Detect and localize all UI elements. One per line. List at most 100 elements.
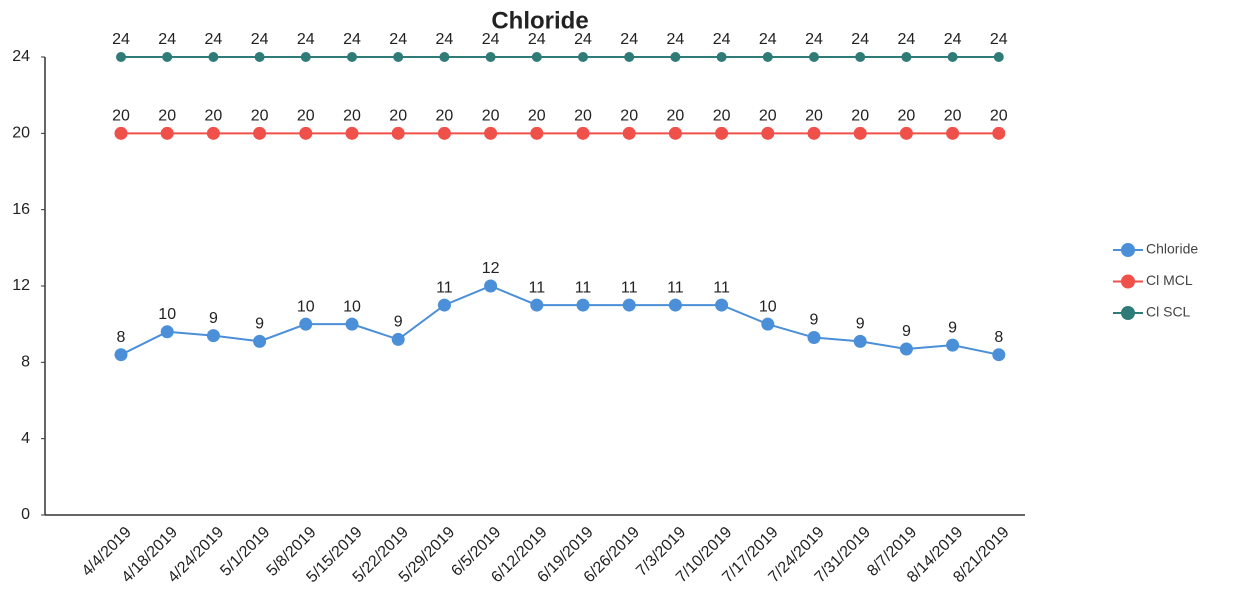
data-label: 9 — [394, 314, 403, 331]
legend-label: Cl SCL — [1146, 304, 1191, 320]
y-tick-label: 20 — [12, 125, 30, 142]
point — [206, 126, 220, 140]
point — [347, 52, 357, 62]
data-label: 24 — [251, 31, 269, 48]
data-label: 9 — [902, 323, 911, 340]
point — [160, 126, 174, 140]
data-label: 8 — [994, 329, 1003, 346]
legend-label: Chloride — [1146, 241, 1198, 257]
data-label: 24 — [620, 31, 638, 48]
data-label: 20 — [667, 108, 685, 125]
point — [116, 52, 126, 62]
point — [439, 52, 450, 62]
point — [391, 126, 405, 140]
data-label: 20 — [944, 108, 962, 125]
data-label: 24 — [158, 31, 176, 48]
point — [299, 126, 313, 140]
data-label: 24 — [898, 31, 916, 48]
y-tick-label: 0 — [21, 506, 30, 523]
point — [345, 317, 359, 331]
point — [576, 298, 590, 312]
point — [530, 126, 544, 140]
data-label: 10 — [343, 298, 361, 315]
x-tick-label: 5/1/2019 — [217, 524, 273, 580]
point — [716, 52, 727, 62]
data-label: 24 — [990, 31, 1008, 48]
data-label: 24 — [112, 31, 130, 48]
legend-marker — [1121, 274, 1135, 289]
point — [715, 126, 729, 140]
point — [484, 126, 498, 140]
point — [484, 279, 498, 293]
data-label: 20 — [528, 108, 546, 125]
data-label: 20 — [343, 108, 361, 125]
data-label: 20 — [898, 108, 916, 125]
point — [206, 329, 220, 343]
data-label: 11 — [713, 279, 730, 296]
data-label: 11 — [621, 279, 638, 296]
data-label: 9 — [948, 319, 957, 336]
data-label: 20 — [574, 108, 592, 125]
point — [578, 52, 588, 62]
data-label: 11 — [667, 279, 684, 296]
y-tick-label: 16 — [12, 201, 30, 218]
data-label: 24 — [851, 31, 869, 48]
data-label: 11 — [575, 279, 592, 296]
point — [992, 348, 1006, 362]
point — [624, 52, 635, 62]
point — [853, 334, 867, 348]
data-label: 24 — [205, 31, 223, 48]
point — [807, 331, 821, 345]
data-label: 9 — [255, 316, 264, 333]
series-line — [120, 284, 1000, 356]
data-label: 8 — [117, 329, 126, 346]
point — [253, 126, 267, 140]
point — [162, 52, 173, 62]
data-label: 20 — [297, 108, 315, 125]
point — [901, 52, 912, 62]
point — [809, 52, 819, 62]
data-label: 20 — [205, 108, 223, 125]
data-label: 24 — [805, 31, 823, 48]
point — [993, 52, 1004, 62]
data-label: 10 — [158, 306, 176, 323]
data-label: 20 — [805, 108, 823, 125]
y-tick-label: 8 — [21, 354, 30, 371]
data-label: 20 — [112, 108, 130, 125]
chart-title: Chloride — [491, 7, 588, 34]
data-label: 24 — [436, 31, 454, 48]
point — [576, 126, 590, 140]
point — [670, 52, 681, 62]
point — [437, 126, 451, 140]
point — [114, 126, 128, 140]
data-label: 20 — [713, 108, 731, 125]
point — [899, 342, 913, 356]
data-label: 24 — [574, 31, 592, 48]
point — [531, 52, 542, 62]
data-label: 20 — [251, 108, 269, 125]
point — [761, 126, 775, 140]
legend-marker — [1121, 306, 1135, 320]
data-label: 9 — [810, 312, 819, 329]
point — [254, 52, 265, 62]
point — [253, 334, 267, 348]
data-label: 24 — [944, 31, 962, 48]
data-label: 11 — [436, 279, 453, 296]
data-label: 11 — [528, 279, 545, 296]
data-label: 20 — [158, 108, 176, 125]
point — [300, 52, 311, 62]
data-label: 20 — [990, 108, 1008, 125]
data-label: 24 — [482, 31, 500, 48]
y-tick-label: 4 — [21, 430, 30, 447]
y-tick-label: 12 — [12, 277, 30, 294]
data-label: 24 — [528, 31, 546, 48]
point — [208, 52, 219, 62]
point — [437, 298, 451, 312]
data-label: 24 — [389, 31, 407, 48]
legend-label: Cl MCL — [1146, 272, 1193, 288]
data-label: 9 — [856, 316, 865, 333]
point — [345, 126, 359, 140]
data-label: 20 — [436, 108, 454, 125]
data-label: 9 — [209, 310, 218, 327]
point — [530, 298, 544, 312]
